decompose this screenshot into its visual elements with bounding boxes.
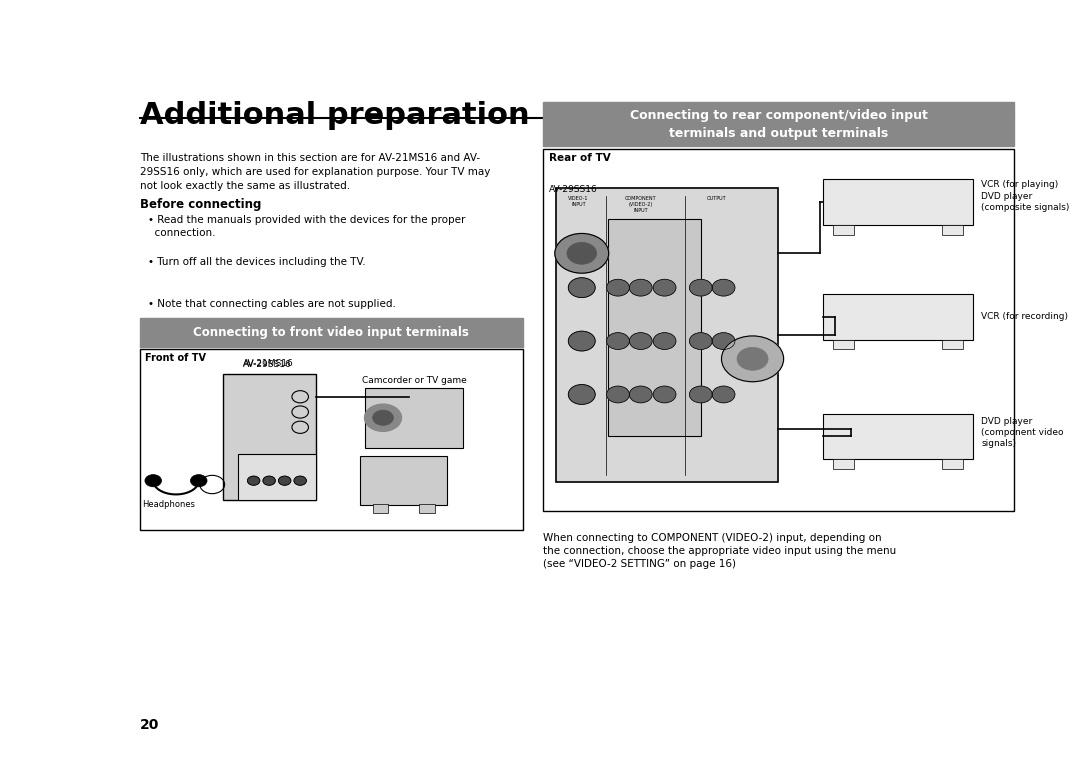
Text: • Note that connecting cables are not supplied.: • Note that connecting cables are not su… (148, 299, 396, 309)
Circle shape (712, 333, 735, 349)
FancyBboxPatch shape (942, 225, 962, 235)
Circle shape (145, 475, 162, 487)
Text: Before connecting: Before connecting (139, 198, 261, 211)
FancyBboxPatch shape (222, 374, 315, 500)
Circle shape (567, 243, 596, 264)
Circle shape (555, 233, 609, 273)
Text: 20: 20 (139, 719, 159, 732)
Circle shape (568, 278, 595, 298)
Circle shape (689, 333, 712, 349)
FancyBboxPatch shape (365, 388, 462, 448)
Circle shape (294, 476, 307, 485)
Circle shape (737, 347, 768, 370)
FancyBboxPatch shape (834, 225, 854, 235)
FancyBboxPatch shape (373, 504, 388, 513)
FancyBboxPatch shape (139, 349, 523, 530)
FancyBboxPatch shape (238, 454, 315, 500)
Text: DVD player
(component video
signals): DVD player (component video signals) (982, 417, 1064, 448)
Text: Headphones: Headphones (141, 500, 194, 509)
FancyBboxPatch shape (543, 149, 1014, 511)
Circle shape (568, 331, 595, 351)
Circle shape (721, 336, 784, 382)
Circle shape (262, 476, 275, 485)
Circle shape (373, 410, 393, 426)
Text: Additional preparation: Additional preparation (139, 101, 529, 130)
Text: AV-21MS16: AV-21MS16 (243, 359, 294, 368)
FancyBboxPatch shape (823, 179, 973, 225)
FancyBboxPatch shape (361, 456, 447, 505)
Text: AV-29SS16: AV-29SS16 (243, 360, 292, 369)
Circle shape (630, 386, 652, 403)
Circle shape (712, 279, 735, 296)
FancyBboxPatch shape (823, 294, 973, 340)
Text: Connecting to rear component/video input: Connecting to rear component/video input (630, 108, 928, 122)
Circle shape (279, 476, 291, 485)
Circle shape (712, 386, 735, 403)
Circle shape (689, 386, 712, 403)
Circle shape (607, 333, 630, 349)
Circle shape (689, 279, 712, 296)
Circle shape (364, 404, 402, 432)
FancyBboxPatch shape (543, 102, 1014, 146)
Text: VIDEO-1
INPUT: VIDEO-1 INPUT (568, 196, 589, 207)
Text: terminals and output terminals: terminals and output terminals (670, 127, 889, 140)
Text: VCR (for recording): VCR (for recording) (982, 312, 1068, 321)
Text: Camcorder or TV game: Camcorder or TV game (362, 376, 467, 385)
Text: Front of TV: Front of TV (145, 353, 206, 362)
FancyBboxPatch shape (834, 340, 854, 349)
Circle shape (190, 475, 207, 487)
Text: VCR (for playing)
DVD player
(composite signals): VCR (for playing) DVD player (composite … (982, 181, 1069, 211)
FancyBboxPatch shape (942, 459, 962, 469)
Text: The illustrations shown in this section are for AV-21MS16 and AV-
29SS16 only, w: The illustrations shown in this section … (139, 153, 490, 191)
FancyBboxPatch shape (556, 188, 779, 482)
Text: When connecting to COMPONENT (VIDEO-2) input, depending on
the connection, choos: When connecting to COMPONENT (VIDEO-2) i… (543, 533, 896, 569)
Circle shape (653, 279, 676, 296)
Text: Rear of TV: Rear of TV (549, 153, 610, 163)
FancyBboxPatch shape (139, 318, 523, 347)
Circle shape (568, 385, 595, 404)
FancyBboxPatch shape (823, 414, 973, 459)
Circle shape (247, 476, 260, 485)
Circle shape (630, 333, 652, 349)
Text: • Read the manuals provided with the devices for the proper
  connection.: • Read the manuals provided with the dev… (148, 215, 465, 238)
FancyBboxPatch shape (942, 340, 962, 349)
Text: OUTPUT: OUTPUT (706, 196, 726, 201)
FancyBboxPatch shape (834, 459, 854, 469)
Circle shape (653, 386, 676, 403)
Circle shape (607, 386, 630, 403)
Circle shape (630, 279, 652, 296)
Circle shape (607, 279, 630, 296)
Text: AV-29SS16: AV-29SS16 (549, 185, 597, 195)
Text: Connecting to front video input terminals: Connecting to front video input terminal… (193, 326, 469, 340)
FancyBboxPatch shape (419, 504, 435, 513)
Circle shape (653, 333, 676, 349)
Text: • Turn off all the devices including the TV.: • Turn off all the devices including the… (148, 257, 366, 267)
FancyBboxPatch shape (608, 219, 701, 436)
Text: COMPONENT
(VIDEO-2)
INPUT: COMPONENT (VIDEO-2) INPUT (625, 196, 657, 213)
